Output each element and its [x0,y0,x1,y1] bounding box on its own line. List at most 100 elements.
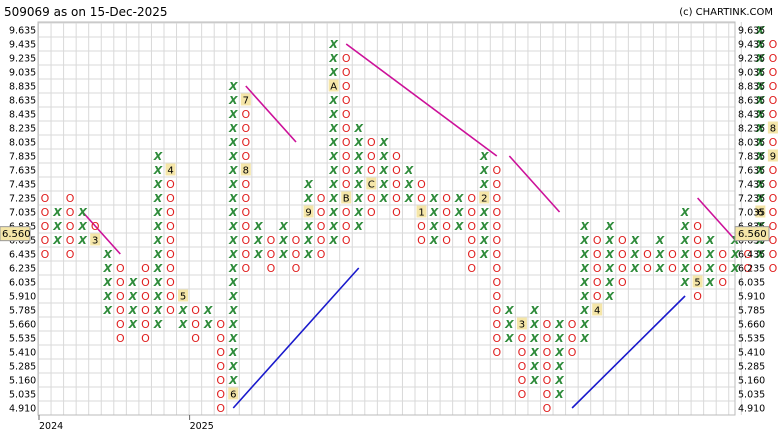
y-tick-label: 5.910 [738,292,765,303]
x-box: X [630,262,640,275]
month-marker-box [416,205,427,218]
x-box: X [153,220,163,233]
o-box: O [518,346,527,359]
x-box: X [605,276,615,289]
x-box: X [328,192,338,205]
x-box: X [755,192,765,205]
o-box: O [292,262,301,275]
x-box: X [128,304,138,317]
y-tick-label: 4.910 [9,404,36,415]
y-tick-label: 6.435 [9,250,36,261]
y-tick-label: 9.635 [9,26,36,37]
o-box: O [166,206,175,219]
o-box: O [769,94,778,107]
y-axis-left: 4.910 5.035 5.160 5.285 5.410 5.535 5.660 5.785… [9,26,36,415]
o-box: O [618,262,627,275]
x-box: X [303,220,313,233]
o-box: O [618,276,627,289]
month-marker-box [228,387,239,400]
y-tick-label: 8.235 [738,124,765,135]
x-box: X [328,136,338,149]
x-box: X [203,318,213,331]
o-box: O [66,206,75,219]
x-box: X [755,248,765,261]
o-box: O [492,290,501,303]
y-tick-label: 6.235 [738,264,765,275]
month-marker: 4 [167,166,173,177]
y-tick-label: 5.160 [738,376,765,387]
x-box: X [128,318,138,331]
x-box: X [579,276,589,289]
x-box: X [554,374,564,387]
x-box: X [705,276,715,289]
o-box: O [241,108,250,121]
o-box: O [166,192,175,205]
y-tick-label: 8.635 [738,96,765,107]
x-box: X [479,206,489,219]
month-marker-box [240,93,251,106]
o-box: O [317,206,326,219]
month-marker-box [90,233,101,246]
o-box: O [216,360,225,373]
month-marker: 7 [243,96,249,107]
x-box: X [755,38,765,51]
x-box: X [228,164,238,177]
x-box: X [77,220,87,233]
y-tick-label: 8.035 [9,138,36,149]
x-box: X [404,178,414,191]
x-box: X [579,290,589,303]
month-marker-box [592,303,603,316]
o-box: O [467,192,476,205]
x-box: X [228,234,238,247]
month-marker-box [328,79,339,92]
x-box: X [178,318,188,331]
o-box: O [166,248,175,261]
chart-title: 509069 as on 15-Dec-2025 [4,5,168,19]
x-box: X [529,346,539,359]
x-box: X [529,360,539,373]
o-box: O [467,262,476,275]
o-box: O [141,332,150,345]
o-box: O [492,192,501,205]
o-box: O [342,108,351,121]
o-box: O [342,164,351,177]
y-tick-label: 7.635 [9,166,36,177]
o-box: O [492,304,501,317]
o-box: O [392,150,401,163]
month-marker: 3 [519,320,525,331]
o-box: O [292,248,301,261]
o-box: O [442,192,451,205]
o-box: O [743,262,752,275]
o-box: O [41,206,50,219]
o-box: O [292,234,301,247]
y-tick-label: 5.660 [738,320,765,331]
o-box: O [166,290,175,303]
x-box: X [228,248,238,261]
o-box: O [191,318,200,331]
o-box: O [643,262,652,275]
x-box: X [379,164,389,177]
o-box: O [392,206,401,219]
x-box: X [529,332,539,345]
x-box: X [203,304,213,317]
resistance-line [508,155,561,213]
x-box: X [479,150,489,163]
x-box: X [354,192,364,205]
o-box: O [769,234,778,247]
y-tick-label: 5.285 [738,362,765,373]
o-box: O [769,192,778,205]
x-box: X [228,94,238,107]
o-box: O [116,332,125,345]
o-box: O [769,248,778,261]
o-box: O [66,248,75,261]
x-box: X [228,108,238,121]
support-line [232,267,360,409]
x-box: X [755,164,765,177]
o-box: O [467,206,476,219]
x-box: X [228,178,238,191]
x-box: X [755,122,765,135]
y-tick-label: 8.435 [9,110,36,121]
x-box: X [554,318,564,331]
x-box: X [755,80,765,93]
o-box: O [267,262,276,275]
